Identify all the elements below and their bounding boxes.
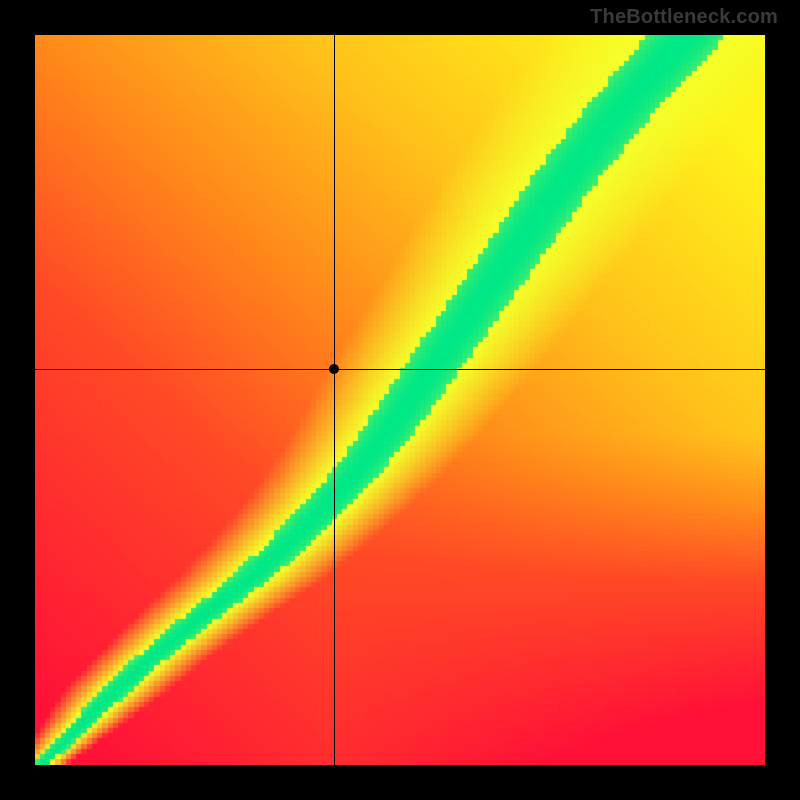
heatmap-canvas xyxy=(35,35,765,765)
crosshair-horizontal xyxy=(35,369,765,370)
watermark-text: TheBottleneck.com xyxy=(590,6,778,29)
crosshair-vertical xyxy=(334,35,335,765)
plot-area xyxy=(35,35,765,765)
crosshair-marker xyxy=(329,364,339,374)
